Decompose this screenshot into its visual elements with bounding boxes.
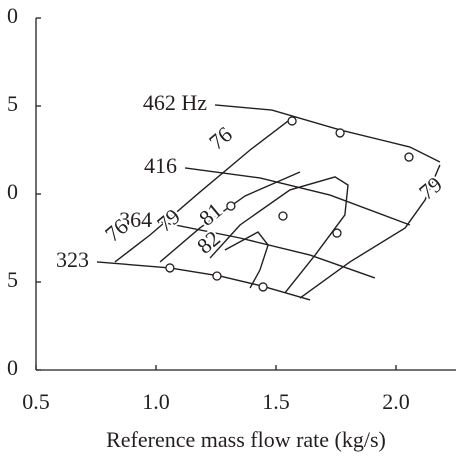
data-point — [332, 228, 342, 238]
contour-label: 81 — [194, 197, 227, 230]
efficiency-contour — [224, 231, 269, 289]
data-point — [287, 116, 297, 126]
x-tick-label: 1.5 — [262, 389, 290, 414]
data-point — [258, 282, 268, 292]
efficiency-contour — [209, 176, 349, 294]
data-point — [335, 128, 345, 138]
data-point — [165, 263, 175, 273]
contour-label: 79 — [414, 171, 447, 204]
x-tick-label: 2.0 — [382, 389, 410, 414]
y-tick-label: 0 — [7, 3, 18, 28]
efficiency-contour — [114, 117, 293, 263]
y-tick-label: 5 — [7, 267, 18, 292]
x-axis-label: Reference mass flow rate (kg/s) — [106, 427, 386, 452]
speed-label: 462 Hz — [143, 90, 207, 115]
speed-label: 364 — [119, 207, 152, 232]
y-tick-label: 0 — [7, 355, 18, 380]
data-point — [404, 152, 414, 162]
speed-label: 416 — [144, 153, 177, 178]
efficiency-contour — [159, 164, 441, 299]
speed-line — [96, 261, 311, 301]
x-tick-label: 1.0 — [142, 389, 170, 414]
speed-label: 323 — [56, 247, 89, 272]
y-tick-label: 0 — [7, 179, 18, 204]
x-tick-label: 0.5 — [22, 389, 50, 414]
data-point — [278, 211, 288, 221]
y-tick-label: 5 — [7, 91, 18, 116]
contour-label: 76 — [204, 121, 237, 154]
data-point — [212, 271, 222, 281]
data-point — [226, 201, 236, 211]
speed-line — [159, 221, 376, 279]
